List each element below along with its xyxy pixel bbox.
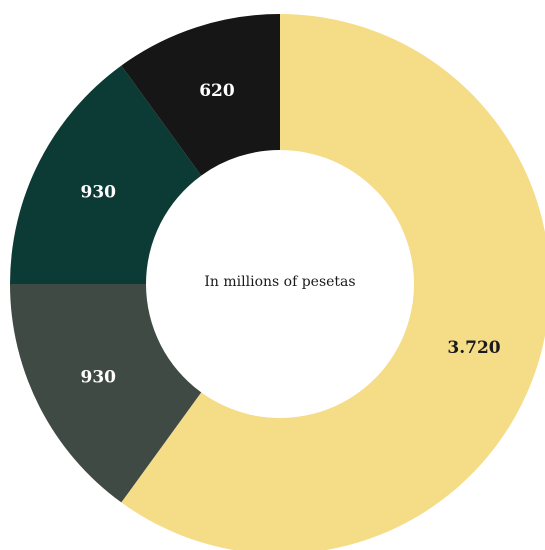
slice-2	[10, 65, 202, 284]
slice-label-1: 930	[80, 368, 116, 388]
slices-group	[9, 14, 545, 550]
slice-1	[9, 284, 202, 503]
slice-label-0: 3.720	[447, 338, 500, 358]
slice-label-2: 930	[80, 182, 116, 202]
slice-label-3: 620	[199, 81, 235, 101]
slice-0	[121, 14, 545, 550]
slice-3	[121, 14, 281, 176]
center-label: In millions of pesetas	[204, 274, 355, 290]
labels-group: 3.720 930 930 620	[80, 81, 500, 388]
